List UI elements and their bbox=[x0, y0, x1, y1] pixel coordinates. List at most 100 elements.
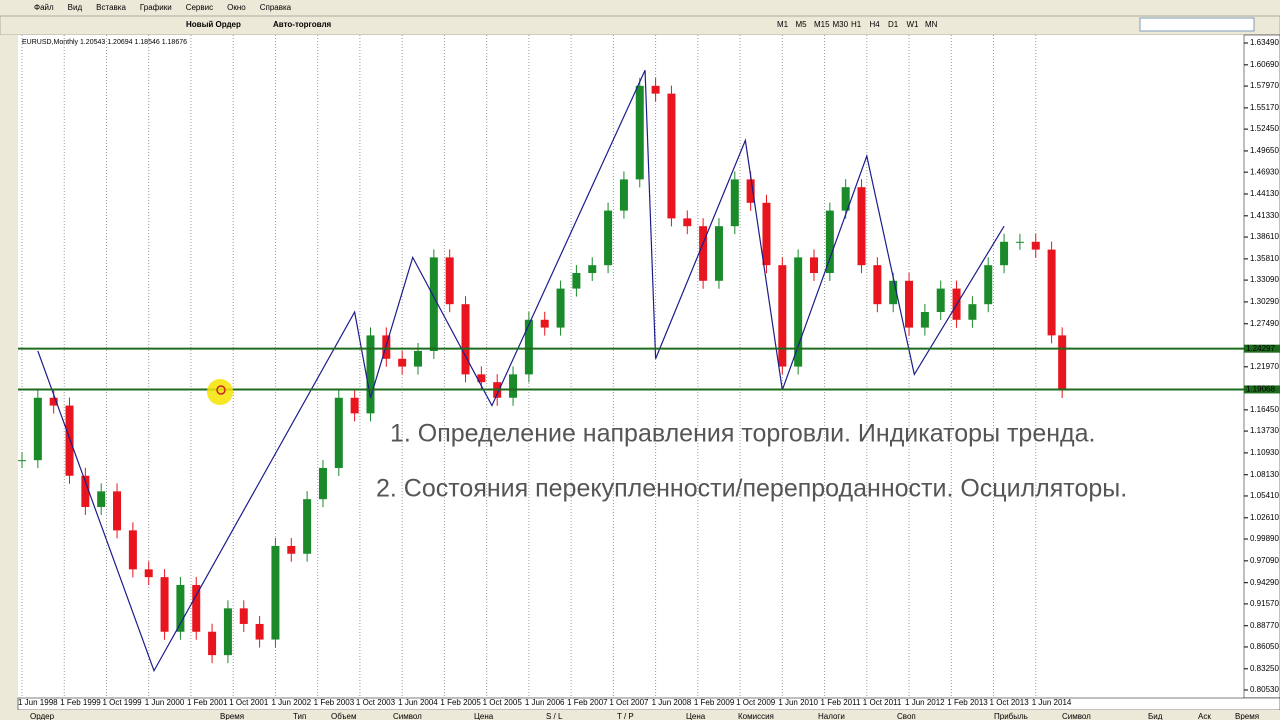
x-tick-label: 1 Jun 2014 bbox=[1032, 698, 1072, 707]
candle bbox=[984, 265, 993, 305]
y-tick-label: 1.57970 bbox=[1250, 81, 1279, 90]
menu-item[interactable]: Вид bbox=[68, 3, 83, 12]
column-header[interactable]: Время bbox=[220, 712, 244, 720]
menu-item[interactable]: Справка bbox=[260, 3, 292, 12]
x-tick-label: 1 Jun 2008 bbox=[652, 698, 692, 707]
candle bbox=[1047, 249, 1056, 336]
x-tick-label: 1 Feb 2001 bbox=[187, 698, 228, 707]
candle bbox=[730, 179, 739, 227]
candle bbox=[667, 93, 676, 219]
candle bbox=[905, 280, 914, 328]
candle bbox=[128, 530, 137, 570]
y-tick-label: 1.44130 bbox=[1250, 189, 1279, 198]
x-tick-label: 1 Feb 1999 bbox=[60, 698, 101, 707]
column-header[interactable]: Цена bbox=[474, 712, 494, 720]
y-tick-label: 0.99890 bbox=[1250, 534, 1279, 543]
candle bbox=[841, 187, 850, 211]
candle bbox=[477, 374, 486, 383]
candle bbox=[81, 475, 90, 507]
candle bbox=[318, 467, 327, 500]
menu-item[interactable]: Вставка bbox=[96, 3, 126, 12]
chart-area bbox=[18, 35, 1244, 698]
x-tick-label: 1 Oct 2011 bbox=[863, 698, 902, 707]
column-header[interactable]: Тип bbox=[293, 712, 306, 720]
timeframe-button[interactable]: H1 bbox=[851, 20, 862, 29]
candle bbox=[223, 608, 232, 656]
candle bbox=[810, 257, 818, 273]
candle bbox=[746, 179, 755, 203]
timeframe-button[interactable]: M30 bbox=[833, 20, 849, 29]
menu-item[interactable]: Окно bbox=[227, 3, 246, 12]
annotation: 1. Определение направления торговли. Инд… bbox=[390, 420, 1095, 448]
x-tick-label: 1 Jun 2010 bbox=[778, 698, 818, 707]
candle bbox=[414, 350, 422, 367]
timeframe-button[interactable]: M5 bbox=[796, 20, 808, 29]
candle bbox=[524, 319, 533, 375]
y-tick-label: 1.41330 bbox=[1250, 211, 1279, 220]
column-header[interactable]: Налоги bbox=[818, 712, 845, 720]
search-box[interactable] bbox=[1139, 17, 1255, 32]
cursor-highlight bbox=[207, 379, 233, 405]
column-header[interactable]: Цена bbox=[686, 712, 706, 720]
y-tick-label: 0.86050 bbox=[1250, 642, 1279, 651]
zigzag-line bbox=[37, 69, 1005, 673]
menu-item[interactable]: Сервис bbox=[186, 3, 213, 12]
x-tick-label: 1 Feb 2005 bbox=[440, 698, 481, 707]
candle bbox=[920, 311, 929, 328]
column-header[interactable]: T / P bbox=[617, 712, 634, 720]
x-tick-label: 1 Feb 2013 bbox=[947, 698, 988, 707]
y-tick-label: 1.02610 bbox=[1250, 513, 1279, 522]
y-tick-label: 1.55170 bbox=[1250, 103, 1279, 112]
candle bbox=[49, 397, 58, 406]
candle bbox=[255, 623, 264, 640]
candle bbox=[239, 608, 248, 624]
column-header[interactable]: Своп bbox=[897, 712, 916, 720]
market-watch-header[interactable]: Бид bbox=[1148, 712, 1163, 720]
timeframe-button[interactable]: D1 bbox=[888, 20, 899, 29]
x-tick-label: 1 Oct 2009 bbox=[736, 698, 776, 707]
new-order-button[interactable]: Новый Ордер bbox=[186, 20, 241, 29]
candle bbox=[97, 491, 106, 507]
timeframe-button[interactable]: M1 bbox=[777, 20, 789, 29]
candle bbox=[540, 319, 549, 328]
candle bbox=[1000, 241, 1009, 266]
cursor bbox=[216, 385, 226, 395]
column-header[interactable]: Ордер bbox=[30, 712, 55, 720]
y-tick-label: 0.83250 bbox=[1250, 664, 1279, 673]
y-tick-label: 1.46930 bbox=[1250, 167, 1279, 176]
candle bbox=[461, 304, 470, 375]
column-header[interactable]: Прибыль bbox=[994, 712, 1028, 720]
column-header[interactable]: Комиссия bbox=[738, 712, 774, 720]
timeframe-button[interactable]: M15 bbox=[814, 20, 830, 29]
timeframe-button[interactable]: W1 bbox=[907, 20, 920, 29]
candle bbox=[825, 210, 834, 273]
y-tick-label: 1.13730 bbox=[1250, 426, 1279, 435]
column-header[interactable]: Объем bbox=[331, 712, 357, 720]
candle bbox=[889, 280, 898, 305]
candle bbox=[619, 179, 628, 211]
auto-trading-button[interactable]: Авто-торговля bbox=[273, 20, 332, 29]
timeframe-button[interactable]: MN bbox=[925, 20, 938, 29]
y-tick-label: 1.33090 bbox=[1250, 275, 1279, 284]
x-tick-label: 1 Feb 2007 bbox=[567, 698, 608, 707]
market-watch-header[interactable]: Символ bbox=[1062, 712, 1091, 720]
candle bbox=[873, 265, 882, 305]
chart-header: EURUSD,Monthly 1.20543 1.20694 1.18546 1… bbox=[22, 39, 187, 46]
y-tick-label: 1.08130 bbox=[1250, 470, 1279, 479]
column-header[interactable]: S / L bbox=[546, 712, 563, 720]
candle bbox=[350, 397, 359, 414]
candle bbox=[936, 288, 945, 312]
column-header[interactable]: Символ bbox=[393, 712, 422, 720]
y-tick-label: 1.38610 bbox=[1250, 232, 1279, 241]
candle bbox=[683, 218, 692, 227]
candle bbox=[445, 257, 454, 305]
menu-item[interactable]: Графики bbox=[140, 3, 172, 12]
market-watch-header[interactable]: Время bbox=[1235, 712, 1259, 720]
timeframe-button[interactable]: H4 bbox=[870, 20, 881, 29]
candle bbox=[857, 187, 866, 266]
menu-bar bbox=[0, 0, 1280, 16]
x-tick-label: 1 Jun 2004 bbox=[398, 698, 438, 707]
market-watch-header[interactable]: Аск bbox=[1198, 712, 1211, 720]
y-tick-label: 1.63490 bbox=[1250, 38, 1279, 47]
menu-item[interactable]: Файл bbox=[34, 3, 54, 12]
